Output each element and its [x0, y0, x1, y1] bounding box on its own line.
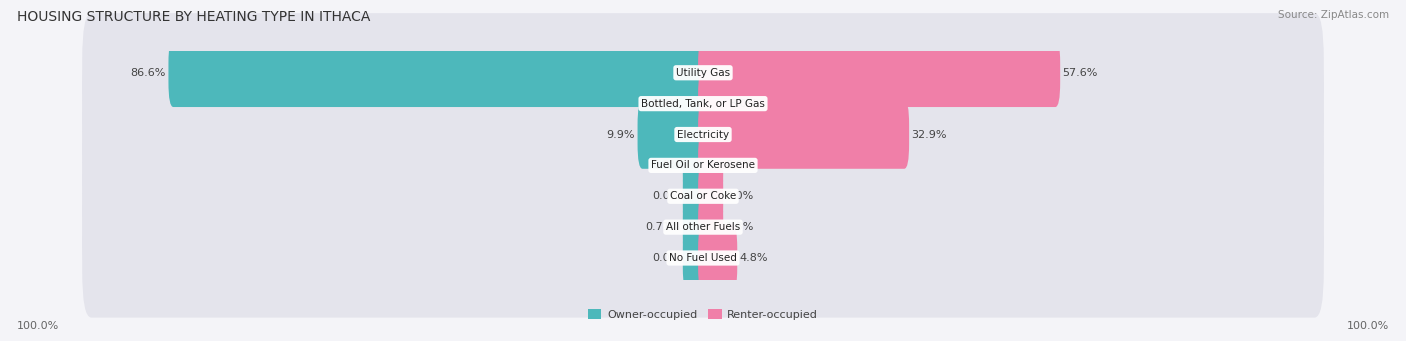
Text: All other Fuels: All other Fuels [666, 222, 740, 232]
Text: Electricity: Electricity [676, 130, 730, 139]
Text: Fuel Oil or Kerosene: Fuel Oil or Kerosene [651, 160, 755, 170]
Text: 0.0%: 0.0% [725, 160, 754, 170]
FancyBboxPatch shape [683, 162, 707, 231]
Text: 0.0%: 0.0% [652, 253, 681, 263]
FancyBboxPatch shape [699, 131, 723, 200]
FancyBboxPatch shape [82, 13, 1324, 132]
FancyBboxPatch shape [82, 106, 1324, 225]
FancyBboxPatch shape [699, 162, 723, 231]
Text: 4.8%: 4.8% [740, 253, 768, 263]
FancyBboxPatch shape [683, 131, 707, 200]
FancyBboxPatch shape [699, 193, 723, 262]
Text: Utility Gas: Utility Gas [676, 68, 730, 78]
Text: 32.9%: 32.9% [911, 130, 948, 139]
FancyBboxPatch shape [699, 69, 727, 138]
FancyBboxPatch shape [82, 75, 1324, 194]
Text: Source: ZipAtlas.com: Source: ZipAtlas.com [1278, 10, 1389, 20]
Text: 0.0%: 0.0% [652, 191, 681, 201]
Text: 9.9%: 9.9% [606, 130, 636, 139]
Text: 2.7%: 2.7% [651, 99, 679, 109]
Text: 57.6%: 57.6% [1063, 68, 1098, 78]
Text: 100.0%: 100.0% [17, 321, 59, 331]
FancyBboxPatch shape [82, 44, 1324, 163]
FancyBboxPatch shape [82, 137, 1324, 256]
Text: Coal or Coke: Coal or Coke [669, 191, 737, 201]
Legend: Owner-occupied, Renter-occupied: Owner-occupied, Renter-occupied [583, 305, 823, 324]
Text: 0.0%: 0.0% [652, 160, 681, 170]
Text: 86.6%: 86.6% [131, 68, 166, 78]
FancyBboxPatch shape [683, 224, 707, 292]
FancyBboxPatch shape [699, 100, 910, 169]
FancyBboxPatch shape [169, 39, 707, 107]
FancyBboxPatch shape [699, 39, 1060, 107]
FancyBboxPatch shape [637, 100, 707, 169]
FancyBboxPatch shape [82, 198, 1324, 317]
Text: 100.0%: 100.0% [1347, 321, 1389, 331]
FancyBboxPatch shape [683, 193, 707, 262]
Text: 0.0%: 0.0% [725, 191, 754, 201]
Text: 3.0%: 3.0% [728, 99, 756, 109]
FancyBboxPatch shape [699, 224, 737, 292]
Text: No Fuel Used: No Fuel Used [669, 253, 737, 263]
FancyBboxPatch shape [82, 167, 1324, 287]
Text: Bottled, Tank, or LP Gas: Bottled, Tank, or LP Gas [641, 99, 765, 109]
Text: 1.8%: 1.8% [725, 222, 754, 232]
Text: 0.71%: 0.71% [645, 222, 681, 232]
FancyBboxPatch shape [682, 69, 707, 138]
Text: HOUSING STRUCTURE BY HEATING TYPE IN ITHACA: HOUSING STRUCTURE BY HEATING TYPE IN ITH… [17, 10, 370, 24]
